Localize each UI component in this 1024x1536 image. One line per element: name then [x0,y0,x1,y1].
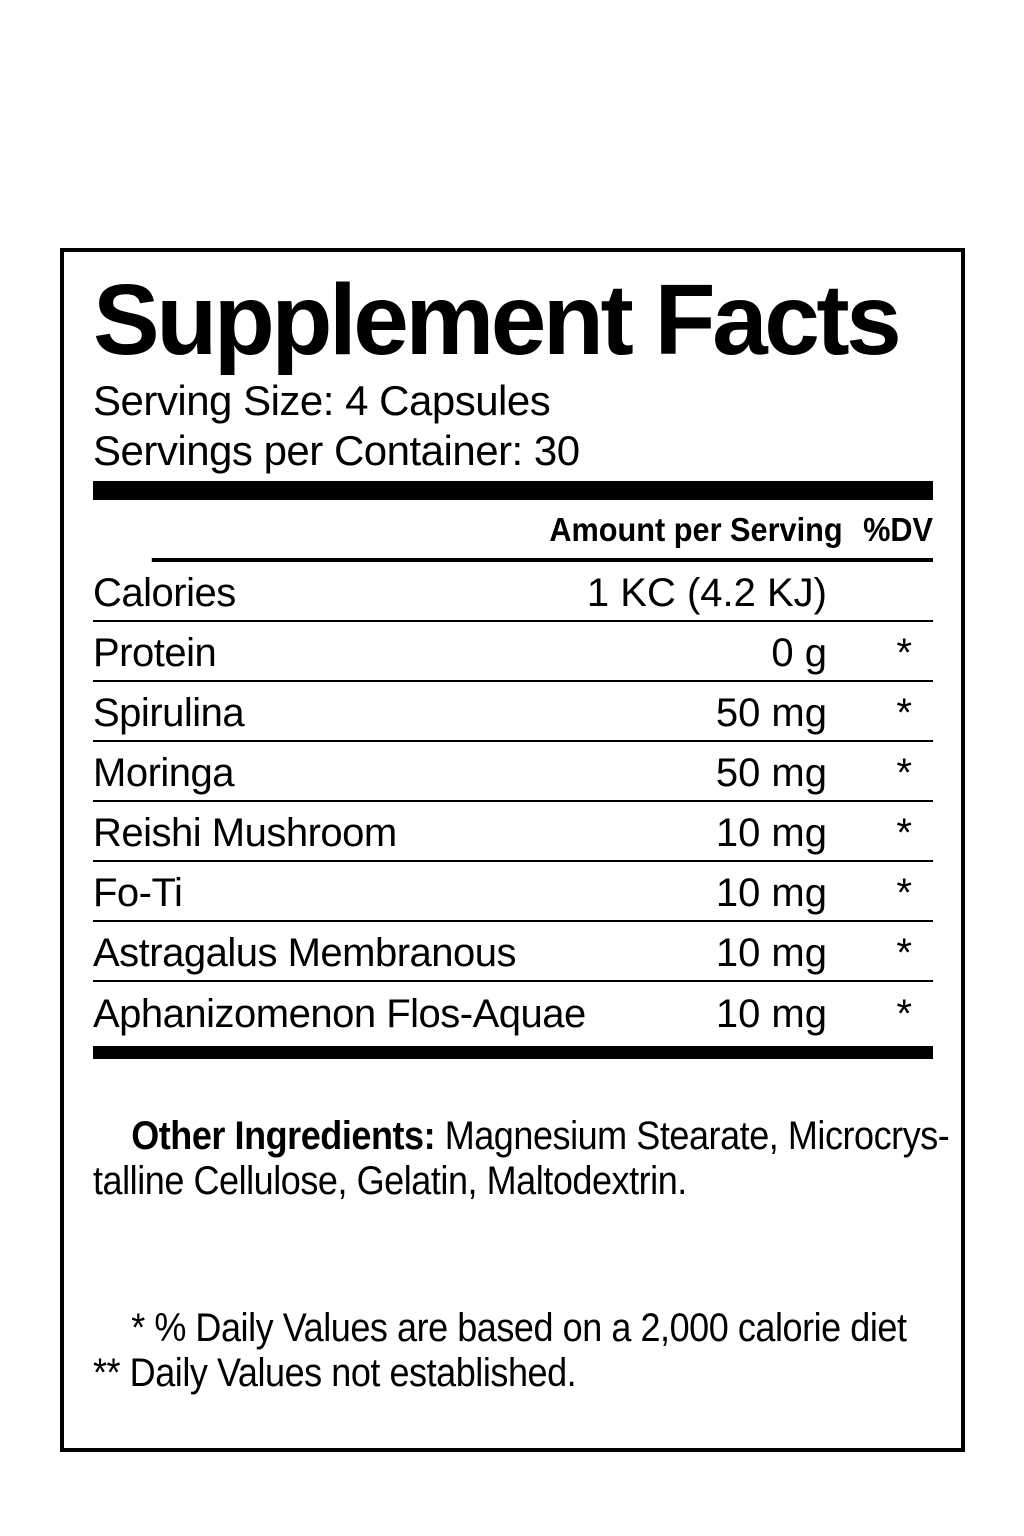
dv-header: %DV [863,511,933,548]
other-ingredients: Other Ingredients: Magnesium Stearate, M… [93,1069,950,1249]
other-ingredients-label: Other Ingredients: [131,1114,436,1158]
thick-divider-bottom [93,1046,933,1059]
ingredient-name: Spirulina [93,690,245,735]
ingredient-dv: * [896,750,912,795]
table-row: Moringa 50 mg * [93,742,933,802]
table-row: Reishi Mushroom 10 mg * [93,802,933,862]
panel-title: Supplement Facts [93,264,902,376]
ingredient-amount: 0 g [771,630,827,675]
ingredient-dv: * [896,991,912,1036]
nutrient-table: Calories 1 KC (4.2 KJ) Protein 0 g * Spi… [93,562,933,1042]
ingredient-name: Aphanizomenon Flos-Aquae [93,991,586,1036]
ingredient-dv: * [896,810,912,855]
serving-info: Serving Size: 4 Capsules Servings per Co… [93,376,933,476]
ingredient-dv: * [896,870,912,915]
table-row: Calories 1 KC (4.2 KJ) [93,562,933,622]
guarantee: Guarantee: No Artificial Color, No Artif… [93,1451,849,1452]
ingredient-dv: * [896,930,912,975]
ingredient-dv: * [896,630,912,675]
ingredient-amount: 50 mg [715,750,827,795]
ingredient-amount: 1 KC (4.2 KJ) [586,570,827,615]
ingredient-amount: 10 mg [715,810,827,855]
table-row: Astragalus Membranous 10 mg * [93,922,933,982]
ingredient-name: Astragalus Membranous [93,930,517,975]
table-row: Protein 0 g * [93,622,933,682]
daily-values-note: * % Daily Values are based on a 2,000 ca… [93,1261,907,1441]
ingredient-name: Reishi Mushroom [93,810,397,855]
ingredient-name: Moringa [93,750,235,795]
table-header: Amount per Serving %DV [151,500,933,562]
table-row: Spirulina 50 mg * [93,682,933,742]
ingredient-name: Protein [93,630,217,675]
other-ingredients-text: Magnesium Stearate, Microcrys- talline C… [93,1114,950,1203]
ingredient-name: Fo-Ti [93,870,183,915]
ingredient-amount: 10 mg [715,870,827,915]
amount-per-serving-header: Amount per Serving [549,511,843,548]
ingredient-name: Calories [93,570,236,615]
thick-divider-top [93,481,933,500]
ingredient-amount: 10 mg [715,991,827,1036]
daily-values-note-text: * % Daily Values are based on a 2,000 ca… [93,1306,907,1395]
ingredient-dv: * [896,690,912,735]
table-row: Aphanizomenon Flos-Aquae 10 mg * [93,982,933,1042]
ingredient-amount: 50 mg [715,690,827,735]
ingredient-amount: 10 mg [715,930,827,975]
table-row: Fo-Ti 10 mg * [93,862,933,922]
servings-per-container: Servings per Container: 30 [93,427,580,474]
supplement-facts-panel: Supplement Facts Serving Size: 4 Capsule… [60,248,965,1452]
serving-size: Serving Size: 4 Capsules [93,377,551,424]
